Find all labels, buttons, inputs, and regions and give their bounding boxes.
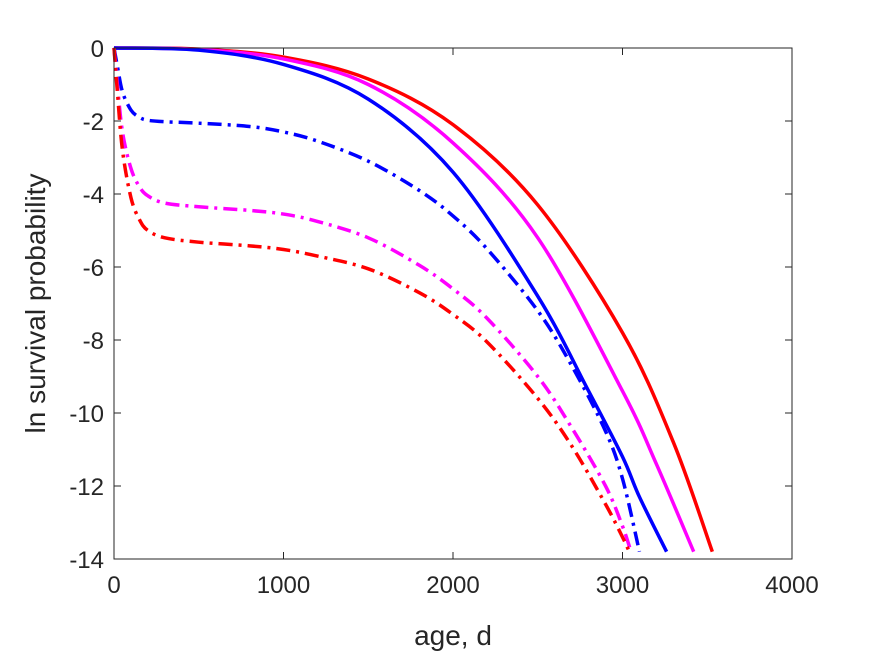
y-tick-label: -12 [69,474,104,501]
series-line-4 [112,47,642,553]
x-tick-label: 1000 [257,572,310,599]
y-tick-label: -8 [83,328,104,355]
x-axis-label: age, d [414,620,492,651]
series-layer [112,46,714,553]
y-tick-label: -14 [69,547,104,574]
y-tick-label: -2 [83,109,104,136]
y-tick-label: -6 [83,255,104,282]
y-tick-label: 0 [91,36,104,63]
y-axis-label: ln survival probability [20,174,51,434]
x-tick-label: 3000 [596,572,649,599]
y-tick-label: -10 [69,401,104,428]
series-line-5 [112,47,633,553]
series-line-6 [112,47,631,553]
y-tick-label: -4 [83,182,104,209]
x-tick-label: 0 [107,572,120,599]
tick-layer: 0 1000 2000 3000 4000 0 -2 -4 -6 -8 -10 -12 -14 [69,36,818,599]
x-tick-label: 4000 [765,572,818,599]
series-line-2 [113,46,696,553]
x-tick-label: 2000 [426,572,479,599]
series-line-3 [113,46,669,553]
